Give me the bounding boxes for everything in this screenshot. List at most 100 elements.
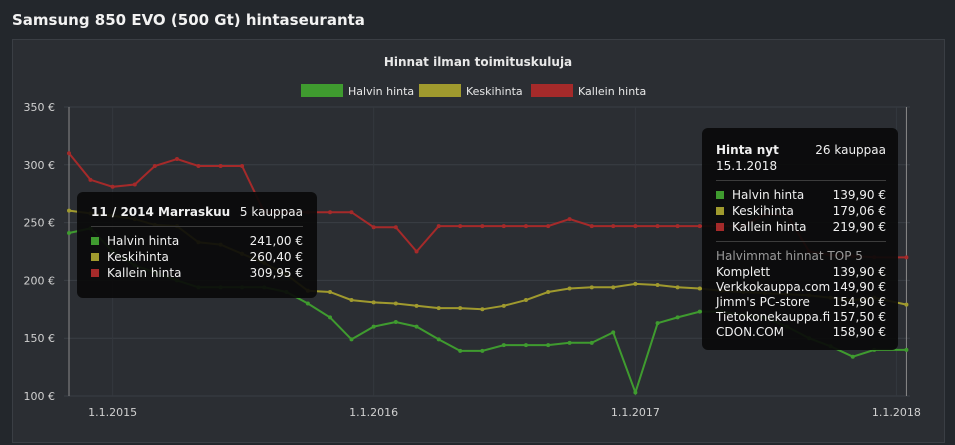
chart-axes: 100 € 150 € 200 € 250 € 300 € 350 € 1.1.2015 1.… [24,101,921,419]
data-point[interactable] [458,306,463,311]
data-point[interactable] [655,224,660,229]
data-point[interactable] [904,255,909,260]
tooltip-series-value: 241,00 € [249,234,303,248]
data-point[interactable] [174,157,179,162]
data-point[interactable] [567,286,572,291]
tooltip-series-name: Kallein hinta [732,220,807,234]
data-point[interactable] [675,285,680,290]
legend-swatch[interactable] [301,84,343,97]
data-point[interactable] [152,163,157,168]
data-point[interactable] [414,303,419,308]
data-point[interactable] [349,298,354,303]
data-point[interactable] [523,224,528,229]
data-point[interactable] [458,348,463,353]
data-point[interactable] [349,337,354,342]
data-point[interactable] [589,285,594,290]
data-point[interactable] [546,289,551,294]
data-point[interactable] [567,217,572,222]
data-point[interactable] [697,224,702,229]
data-point[interactable] [67,231,72,236]
data-point[interactable] [393,301,398,306]
data-point[interactable] [633,390,638,395]
data-point[interactable] [371,300,376,305]
legend-label[interactable]: Halvin hinta [348,85,414,98]
data-point[interactable] [110,184,115,189]
y-tick-label: 150 € [24,332,56,345]
tooltip-row: Kallein hinta 309,95 € [91,265,303,281]
data-point[interactable] [436,306,441,311]
data-point[interactable] [523,343,528,348]
data-point[interactable] [328,210,333,215]
data-point[interactable] [371,225,376,230]
data-point[interactable] [501,224,506,229]
page-title: Samsung 850 EVO (500 Gt) hintaseuranta [12,11,365,29]
data-point[interactable] [501,343,506,348]
data-point[interactable] [501,303,506,308]
data-point[interactable] [218,163,223,168]
series-swatch [91,253,99,261]
data-point[interactable] [88,177,93,182]
legend-label[interactable]: Kallein hinta [578,85,646,98]
y-tick-label: 250 € [24,217,56,230]
legend-swatch[interactable] [531,84,573,97]
data-point[interactable] [546,224,551,229]
data-point[interactable] [850,354,855,359]
tooltip-series-value: 260,40 € [249,250,303,264]
top5-store: CDON.COM [716,324,785,339]
tooltip-now-stores: 26 kauppaa [815,143,886,157]
data-point[interactable] [67,151,72,156]
tooltip-series-name: Halvin hinta [107,234,180,248]
tooltip-row: Halvin hinta 139,90 € [716,187,886,203]
data-point[interactable] [589,340,594,345]
data-point[interactable] [697,309,702,314]
data-point[interactable] [305,301,310,306]
data-point[interactable] [240,163,245,168]
tooltip-series-value: 139,90 € [832,188,886,202]
legend-swatch[interactable] [419,84,461,97]
data-point[interactable] [904,347,909,352]
top5-price: 139,90 € [832,264,886,279]
data-point[interactable] [633,224,638,229]
data-point[interactable] [458,224,463,229]
data-point[interactable] [349,210,354,215]
legend-label[interactable]: Keskihinta [466,85,523,98]
data-point[interactable] [196,163,201,168]
y-tick-label: 100 € [24,390,56,403]
data-point[interactable] [393,320,398,325]
data-point[interactable] [67,208,72,213]
data-point[interactable] [611,330,616,335]
tooltip-series-name: Halvin hinta [732,188,805,202]
data-point[interactable] [480,348,485,353]
data-point[interactable] [546,343,551,348]
data-point[interactable] [371,324,376,329]
data-point[interactable] [523,298,528,303]
data-point[interactable] [611,285,616,290]
data-point[interactable] [611,224,616,229]
data-point[interactable] [567,340,572,345]
tooltip-date: 11 / 2014 Marraskuu [91,205,231,219]
data-point[interactable] [414,249,419,254]
tooltip-series-value: 219,90 € [832,220,886,234]
data-point[interactable] [697,286,702,291]
chart-legend[interactable]: Halvin hinta Keskihinta Kallein hinta [301,84,646,98]
tooltip-current: Hinta nyt 26 kauppaa 15.1.2018 Halvin hi… [702,128,898,350]
data-point[interactable] [414,324,419,329]
data-point[interactable] [328,315,333,320]
data-point[interactable] [589,224,594,229]
data-point[interactable] [655,283,660,288]
data-point[interactable] [655,321,660,326]
data-point[interactable] [436,337,441,342]
data-point[interactable] [904,302,909,307]
data-point[interactable] [328,289,333,294]
series-swatch [91,237,99,245]
data-point[interactable] [675,315,680,320]
data-point[interactable] [675,224,680,229]
data-point[interactable] [480,307,485,312]
data-point[interactable] [633,281,638,286]
data-point[interactable] [393,225,398,230]
top5-price: 149,90 € [832,279,886,294]
data-point[interactable] [132,182,137,187]
data-point[interactable] [480,224,485,229]
data-point[interactable] [436,224,441,229]
